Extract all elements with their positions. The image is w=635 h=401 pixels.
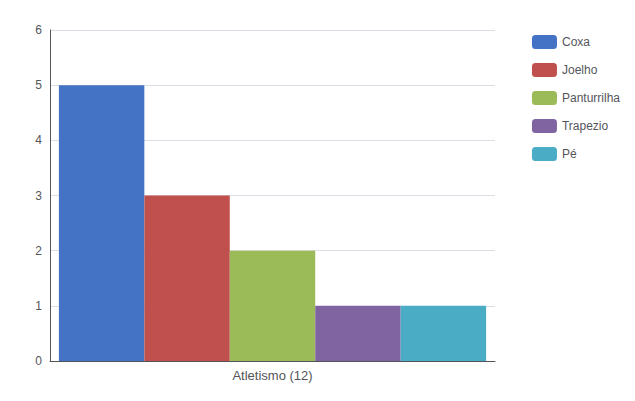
svg-text:Pé: Pé (562, 147, 577, 161)
svg-text:4: 4 (35, 133, 42, 147)
svg-text:5: 5 (35, 78, 42, 92)
svg-text:Joelho: Joelho (562, 63, 598, 77)
svg-text:Atletismo (12): Atletismo (12) (232, 368, 312, 383)
svg-text:3: 3 (35, 189, 42, 203)
svg-text:1: 1 (35, 299, 42, 313)
svg-text:Coxa: Coxa (562, 35, 590, 49)
svg-text:0: 0 (35, 354, 42, 368)
svg-text:2: 2 (35, 244, 42, 258)
svg-text:Trapezio: Trapezio (562, 119, 609, 133)
svg-text:Panturrilha: Panturrilha (562, 91, 620, 105)
svg-text:6: 6 (35, 23, 42, 37)
